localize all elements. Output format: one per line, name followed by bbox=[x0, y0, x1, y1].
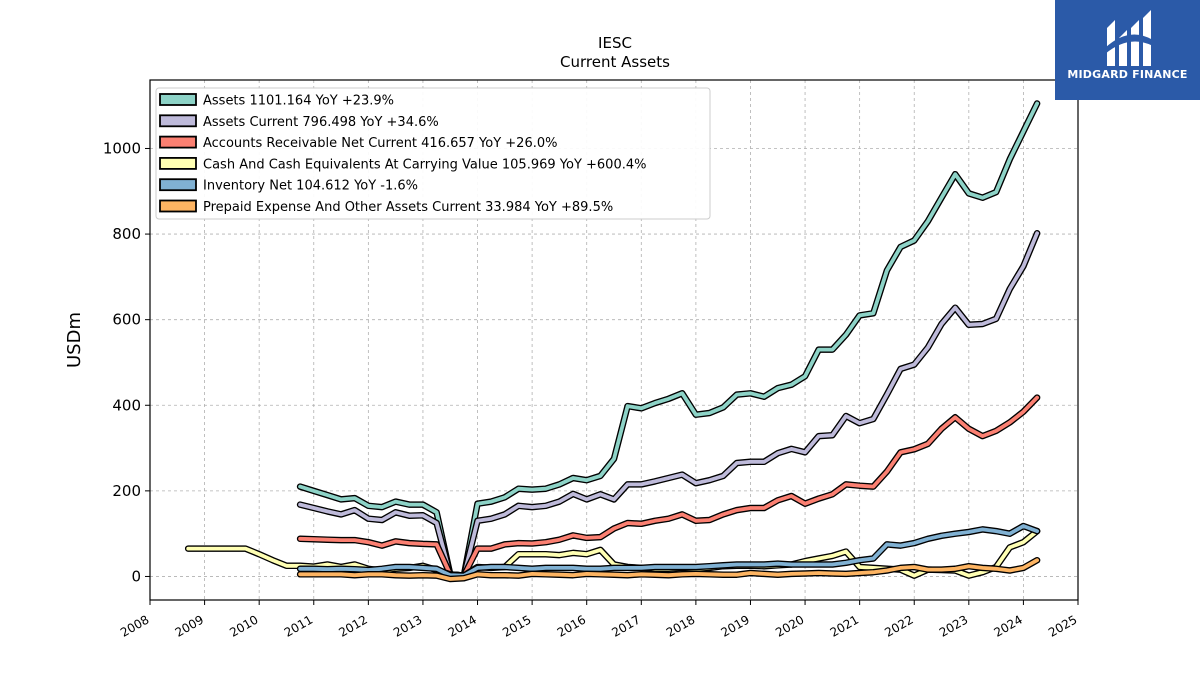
series-line-outline bbox=[296, 394, 1041, 579]
legend-swatch bbox=[159, 178, 197, 192]
x-tick-label: 2023 bbox=[937, 612, 970, 639]
legend-item-5: Prepaid Expense And Other Assets Current… bbox=[159, 199, 613, 215]
x-tick-label: 2018 bbox=[664, 612, 697, 639]
midgard-logo-icon bbox=[1105, 10, 1153, 66]
legend-label: Cash And Cash Equivalents At Carrying Va… bbox=[203, 157, 646, 172]
legend: Assets 1101.164 YoY +23.9% Assets Current… bbox=[155, 87, 711, 220]
legend-label: Inventory Net 104.612 YoY -1.6% bbox=[203, 179, 418, 194]
x-tick-label: 2016 bbox=[555, 612, 588, 639]
y-tick-label: 1000 bbox=[103, 139, 141, 157]
x-tick-label: 2015 bbox=[500, 612, 533, 639]
x-tick-label: 2009 bbox=[173, 612, 206, 639]
brand-logo: MIDGARD FINANCE bbox=[1055, 0, 1200, 100]
series-4-line bbox=[296, 522, 1041, 579]
legend-label: Prepaid Expense And Other Assets Current… bbox=[203, 200, 613, 215]
x-tick-label: 2010 bbox=[227, 612, 260, 639]
x-tick-label: 2008 bbox=[118, 612, 151, 639]
y-tick-label: 200 bbox=[112, 482, 141, 500]
brand-name: MIDGARD FINANCE bbox=[1067, 68, 1188, 81]
x-axis-ticks: 2008 2009 2010 2011 2012 2013 2014 2015 2016 2017… bbox=[118, 600, 1080, 640]
y-tick-label: 600 bbox=[112, 311, 141, 329]
legend-label: Assets 1101.164 YoY +23.9% bbox=[203, 94, 394, 109]
legend-item-2: Accounts Receivable Net Current 416.657 … bbox=[159, 135, 558, 151]
legend-item-4: Inventory Net 104.612 YoY -1.6% bbox=[159, 178, 418, 194]
y-axis-label: USDm bbox=[64, 312, 85, 368]
legend-item-0: Assets 1101.164 YoY +23.9% bbox=[159, 93, 394, 109]
y-tick-label: 800 bbox=[112, 225, 141, 243]
x-tick-label: 2011 bbox=[282, 612, 315, 639]
legend-label: Accounts Receivable Net Current 416.657 … bbox=[203, 136, 558, 151]
series-line-stroke bbox=[298, 395, 1039, 578]
x-tick-label: 2025 bbox=[1046, 612, 1079, 639]
y-axis-ticks: 0 200 400 600 800 1000 bbox=[103, 139, 150, 585]
series-2-line bbox=[296, 394, 1041, 579]
series-line-stroke bbox=[298, 558, 1039, 581]
x-tick-label: 2014 bbox=[446, 612, 479, 639]
series-line-stroke bbox=[298, 231, 1039, 578]
x-tick-label: 2024 bbox=[991, 612, 1024, 639]
series-line-stroke bbox=[298, 101, 1039, 578]
y-tick-label: 0 bbox=[131, 567, 141, 585]
chart-subtitle: Current Assets bbox=[560, 53, 670, 71]
chart-title: IESC bbox=[598, 34, 632, 52]
legend-swatch bbox=[159, 135, 197, 149]
legend-swatch bbox=[159, 156, 197, 170]
series-5-line bbox=[296, 556, 1041, 583]
x-tick-label: 2022 bbox=[882, 612, 915, 639]
x-tick-label: 2021 bbox=[828, 612, 861, 639]
x-tick-label: 2012 bbox=[336, 612, 369, 639]
legend-label: Assets Current 796.498 YoY +34.6% bbox=[203, 115, 439, 130]
legend-item-1: Assets Current 796.498 YoY +34.6% bbox=[159, 114, 439, 130]
series-lines bbox=[184, 100, 1041, 583]
plot-frame bbox=[149, 79, 1079, 601]
x-tick-label: 2019 bbox=[719, 612, 752, 639]
y-tick-label: 400 bbox=[112, 396, 141, 414]
legend-swatch bbox=[159, 199, 197, 213]
legend-swatch bbox=[159, 114, 197, 128]
x-tick-label: 2017 bbox=[609, 612, 642, 639]
series-0-line bbox=[296, 100, 1041, 579]
series-line-outline bbox=[296, 229, 1041, 579]
legend-box bbox=[155, 87, 711, 220]
series-line-stroke bbox=[298, 524, 1039, 578]
series-1-line bbox=[296, 229, 1041, 579]
x-tick-label: 2013 bbox=[391, 612, 424, 639]
x-tick-label: 2020 bbox=[773, 612, 806, 639]
legend-item-3: Cash And Cash Equivalents At Carrying Va… bbox=[159, 156, 646, 172]
legend-swatch bbox=[159, 93, 197, 106]
